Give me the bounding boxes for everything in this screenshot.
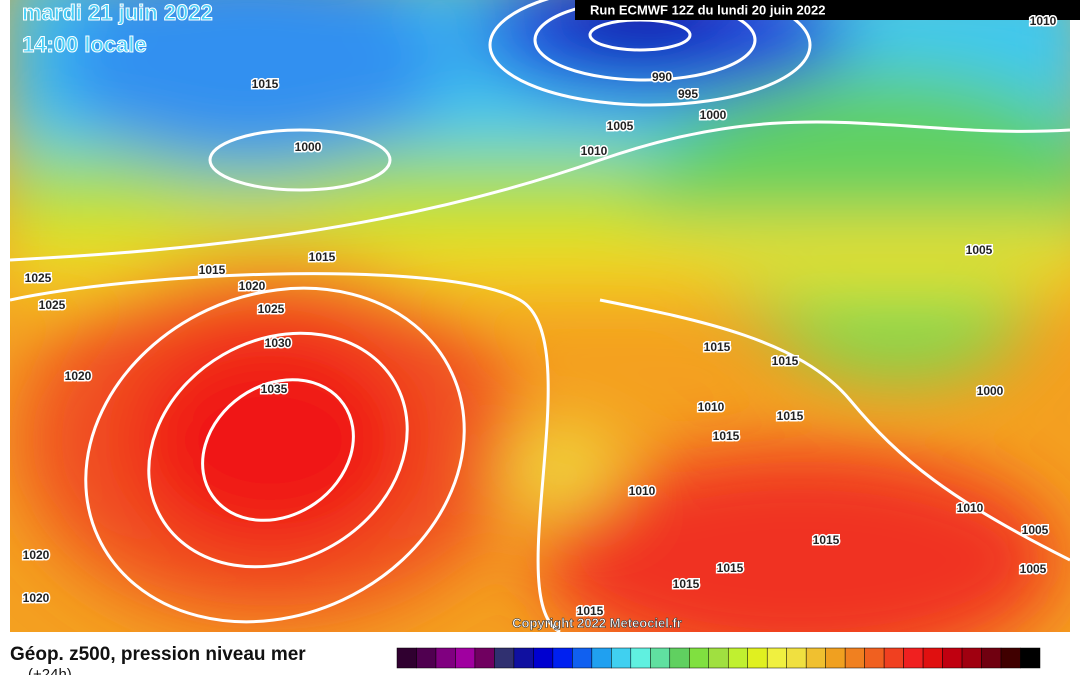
- isobar-label: 1010: [629, 484, 656, 498]
- scale-swatch: [513, 647, 534, 669]
- date: mardi 21 juin 2022: [22, 0, 213, 25]
- isobar-label: 1010: [957, 501, 984, 515]
- isobar-label: 1005: [607, 119, 634, 133]
- scale-swatch: [689, 647, 710, 669]
- scale-swatch: [474, 647, 495, 669]
- scale-swatch: [572, 647, 593, 669]
- scale-swatch: [708, 647, 729, 669]
- isobar-label: 1015: [713, 429, 740, 443]
- run-info: Run ECMWF 12Z du lundi 20 juin 2022: [590, 2, 825, 17]
- scale-swatch: [396, 647, 417, 669]
- isobar-label: 1005: [1020, 562, 1047, 576]
- scale-swatch: [727, 647, 748, 669]
- scale-swatch: [435, 647, 456, 669]
- scale-swatch: [669, 647, 690, 669]
- time: 14:00 locale: [22, 32, 147, 57]
- isobar-label: 1020: [23, 591, 50, 605]
- footer-lead: (+24h): [28, 666, 72, 675]
- scale-swatch: [942, 647, 963, 669]
- scale-swatch: [961, 647, 982, 669]
- scale-swatch: [766, 647, 787, 669]
- isobar-label: 1015: [717, 561, 744, 575]
- isobar-label: 995: [678, 87, 698, 101]
- run-banner: [575, 0, 1080, 20]
- isobar-label: 1015: [772, 354, 799, 368]
- isobar-label: 1015: [777, 409, 804, 423]
- isobars: [10, 0, 1070, 632]
- isobar-label: 1010: [1030, 14, 1057, 28]
- scale-swatch: [494, 647, 515, 669]
- scale-swatch: [611, 647, 632, 669]
- isobar-label: 1015: [673, 577, 700, 591]
- scale-swatch: [630, 647, 651, 669]
- isobar-label: 1025: [25, 271, 52, 285]
- isobar-label: 1030: [265, 336, 292, 350]
- isobar-label: 1035: [261, 382, 288, 396]
- isobar-label: 1015: [577, 604, 604, 618]
- isobar-label: 1000: [977, 384, 1004, 398]
- copyright: Copyright 2022 Meteociel.fr: [512, 615, 682, 630]
- scale-swatch: [650, 647, 671, 669]
- scale-swatch: [1000, 647, 1021, 669]
- isobar-label: 1020: [239, 279, 266, 293]
- scale-swatch: [981, 647, 1002, 669]
- color-scale: [396, 647, 1041, 669]
- isobar-label: 1015: [252, 77, 279, 91]
- isobar-label: 1000: [295, 140, 322, 154]
- isobar-label: 1025: [258, 302, 285, 316]
- isobar-label: 1020: [65, 369, 92, 383]
- scale-swatch: [883, 647, 904, 669]
- scale-swatch: [825, 647, 846, 669]
- footer-title: Géop. z500, pression niveau mer: [10, 644, 306, 665]
- isobar-label: 1025: [39, 298, 66, 312]
- isobar-label: 1015: [199, 263, 226, 277]
- isobar-label: 990: [652, 70, 672, 84]
- scale-swatch: [533, 647, 554, 669]
- scale-swatch: [805, 647, 826, 669]
- scale-swatch: [747, 647, 768, 669]
- isobar-label: 1020: [23, 548, 50, 562]
- scale-swatch: [903, 647, 924, 669]
- isobar-label: 1015: [813, 533, 840, 547]
- isobar-label: 1015: [309, 250, 336, 264]
- scale-swatch: [416, 647, 437, 669]
- isobar-label: 1015: [704, 340, 731, 354]
- isobar-label: 1005: [1022, 523, 1049, 537]
- scale-swatch: [1020, 647, 1041, 669]
- isobar-labels: 1010101510009909951000100510101015101510…: [21, 13, 1058, 620]
- scale-swatch: [864, 647, 885, 669]
- isobar-label: 1005: [966, 243, 993, 257]
- isobar-label: 1010: [698, 400, 725, 414]
- scale-swatch: [922, 647, 943, 669]
- scale-swatch: [786, 647, 807, 669]
- scale-swatch: [844, 647, 865, 669]
- isobar-label: 1000: [700, 108, 727, 122]
- isobar-label: 1010: [581, 144, 608, 158]
- scale-swatch: [552, 647, 573, 669]
- scale-swatch: [455, 647, 476, 669]
- scale-swatch: [591, 647, 612, 669]
